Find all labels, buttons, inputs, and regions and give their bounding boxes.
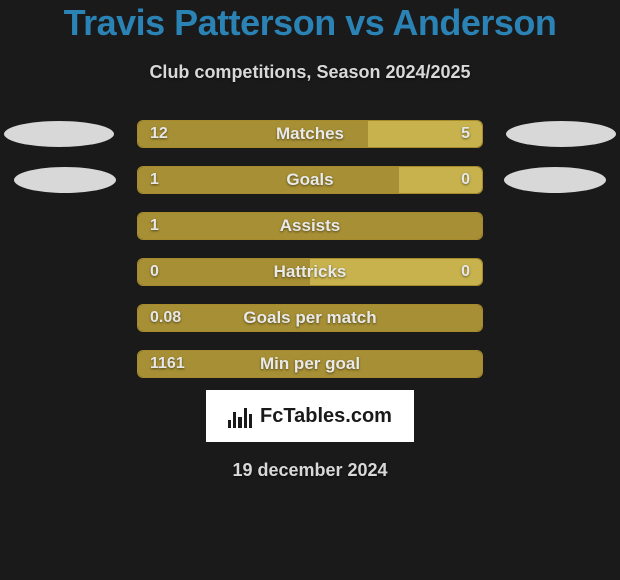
stat-row: 1 Goals 0 <box>0 166 620 194</box>
stat-bar: 0 Hattricks 0 <box>137 258 483 286</box>
logo-text: FcTables.com <box>260 405 392 428</box>
player-avatar-left <box>4 121 114 147</box>
stat-left-value: 1 <box>150 171 159 189</box>
stat-row: 1 Assists <box>0 212 620 240</box>
bar-left-fill <box>138 167 399 193</box>
stat-name: Goals <box>286 170 333 190</box>
stats-list: 12 Matches 5 1 Goals 0 1 Assists 0 Hattricks 0 0.08… <box>0 120 620 378</box>
bar-chart-icon <box>228 404 252 428</box>
stat-bar: 1 Goals 0 <box>137 166 483 194</box>
stat-right-value: 5 <box>461 125 470 143</box>
fctables-logo[interactable]: FcTables.com <box>206 390 414 442</box>
stat-name: Hattricks <box>274 262 347 282</box>
stat-row: 0.08 Goals per match <box>0 304 620 332</box>
stat-row: 12 Matches 5 <box>0 120 620 148</box>
stat-name: Goals per match <box>243 308 376 328</box>
stat-name: Matches <box>276 124 344 144</box>
stat-bar: 1 Assists <box>137 212 483 240</box>
stat-name: Assists <box>280 216 340 236</box>
stat-bar: 0.08 Goals per match <box>137 304 483 332</box>
stat-row: 0 Hattricks 0 <box>0 258 620 286</box>
stat-bar: 1161 Min per goal <box>137 350 483 378</box>
player-avatar-right <box>506 121 616 147</box>
stat-bar: 12 Matches 5 <box>137 120 483 148</box>
stat-right-value: 0 <box>461 263 470 281</box>
date-label: 19 december 2024 <box>232 460 387 481</box>
stat-left-value: 1 <box>150 217 159 235</box>
player-avatar-left <box>14 167 116 193</box>
stat-right-value: 0 <box>461 171 470 189</box>
subtitle: Club competitions, Season 2024/2025 <box>149 62 470 83</box>
stat-left-value: 12 <box>150 125 168 143</box>
stat-left-value: 0 <box>150 263 159 281</box>
stat-left-value: 1161 <box>150 355 185 373</box>
stat-left-value: 0.08 <box>150 309 181 327</box>
comparison-card: Travis Patterson vs Anderson Club compet… <box>0 0 620 481</box>
page-title: Travis Patterson vs Anderson <box>64 2 557 44</box>
stat-row: 1161 Min per goal <box>0 350 620 378</box>
stat-name: Min per goal <box>260 354 360 374</box>
player-avatar-right <box>504 167 606 193</box>
